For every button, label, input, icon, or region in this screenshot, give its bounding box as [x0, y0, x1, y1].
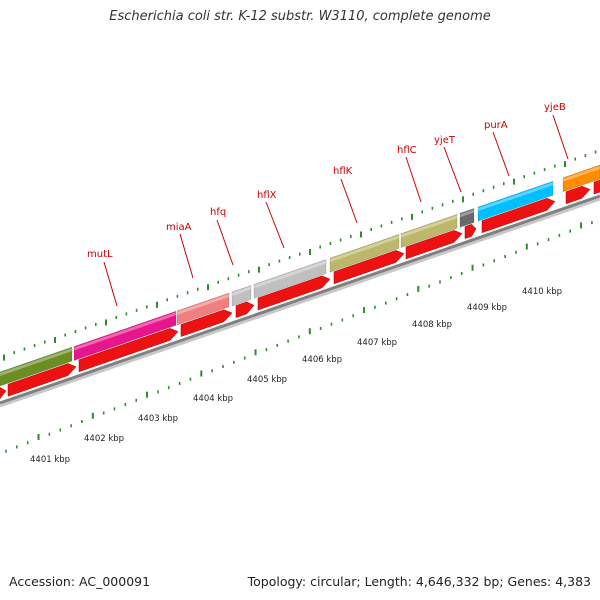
- gene-bar-highlight: [232, 286, 251, 296]
- map-title: Escherichia coli str. K-12 substr. W3110…: [109, 9, 491, 24]
- gene-bar-highlight: [0, 348, 72, 377]
- backbone-shadow: [0, 197, 600, 408]
- gene-bar-hflc: [400, 213, 458, 249]
- kbp-label: 4404 kbp: [193, 394, 233, 404]
- kbp-label: 4402 kbp: [84, 434, 124, 444]
- leader-line-hflc: [405, 156, 422, 203]
- gene-bar-pura: [477, 180, 554, 222]
- topology-text: Topology: circular; Length: 4,646,332 bp…: [247, 574, 591, 589]
- kbp-label: 4405 kbp: [247, 375, 287, 385]
- gene-bar-highlight: [254, 260, 326, 289]
- gene-bar-highlight: [330, 235, 399, 263]
- accession-text: Accession: AC_000091: [9, 574, 151, 589]
- leader-line-yjeb: [552, 114, 569, 160]
- gene-bar-highlight: [460, 209, 474, 218]
- gene-bar-highlight: [177, 293, 229, 315]
- gene-label-hflc: hflC: [397, 145, 417, 156]
- gene-bar-hfq: [231, 285, 252, 307]
- kbp-label: 4401 kbp: [30, 455, 70, 465]
- gene-label-mutl: mutL: [87, 249, 113, 260]
- leader-line-pura: [492, 131, 510, 177]
- kbp-label: 4406 kbp: [302, 355, 342, 365]
- gene-arrow: [333, 250, 405, 285]
- gene-bar-highlight: [478, 182, 553, 212]
- kbp-label: 4403 kbp: [138, 414, 178, 424]
- gene-label-yjeb: yjeB: [544, 102, 566, 113]
- kbp-label: 4407 kbp: [357, 338, 397, 348]
- leader-line-yjet: [443, 146, 462, 193]
- gene-bar-hflx: [253, 259, 327, 299]
- gene-arrow: [78, 328, 179, 373]
- gene-bar-highlight: [563, 166, 600, 182]
- leader-line-miaa: [179, 233, 194, 279]
- gene-bar-unnamed: [0, 346, 73, 387]
- gene-bar-yjet: [459, 208, 475, 228]
- leader-line-hfq: [216, 219, 234, 266]
- gene-bar-yjeb: [562, 164, 600, 193]
- kbp-label: 4409 kbp: [467, 303, 507, 313]
- gene-bar-highlight: [401, 215, 457, 238]
- gene-bar-highlight: [74, 312, 176, 351]
- kbp-label: 4408 kbp: [412, 320, 452, 330]
- gene-label-hflx: hflX: [257, 190, 277, 201]
- gene-label-hfq: hfq: [210, 207, 226, 218]
- gene-label-pura: purA: [484, 120, 508, 131]
- leader-line-mutl: [103, 261, 118, 307]
- gene-arrow: [405, 230, 463, 260]
- gene-arrow: [593, 179, 600, 195]
- gene-arrow: [565, 185, 591, 205]
- gene-label-miaa: miaA: [166, 222, 192, 233]
- gene-label-yjet: yjeT: [434, 135, 456, 146]
- leader-line-hflk: [340, 178, 358, 224]
- gene-bar-miaa: [176, 292, 230, 326]
- gene-bar-mutl: [73, 310, 177, 361]
- gene-arrow: [180, 309, 233, 337]
- kbp-label: 4410 kbp: [522, 287, 562, 297]
- gene-arrow: [257, 275, 331, 311]
- gene-arrow: [464, 224, 477, 239]
- leader-line-hflx: [265, 201, 285, 249]
- backbone-line: [0, 194, 600, 405]
- gene-arrow: [0, 387, 7, 400]
- gene-bar-hflk: [329, 233, 400, 273]
- gene-arrow: [235, 301, 255, 318]
- gene-label-hflk: hflK: [333, 166, 353, 177]
- gene-arrow: [481, 198, 556, 234]
- gene-arrow: [7, 363, 77, 397]
